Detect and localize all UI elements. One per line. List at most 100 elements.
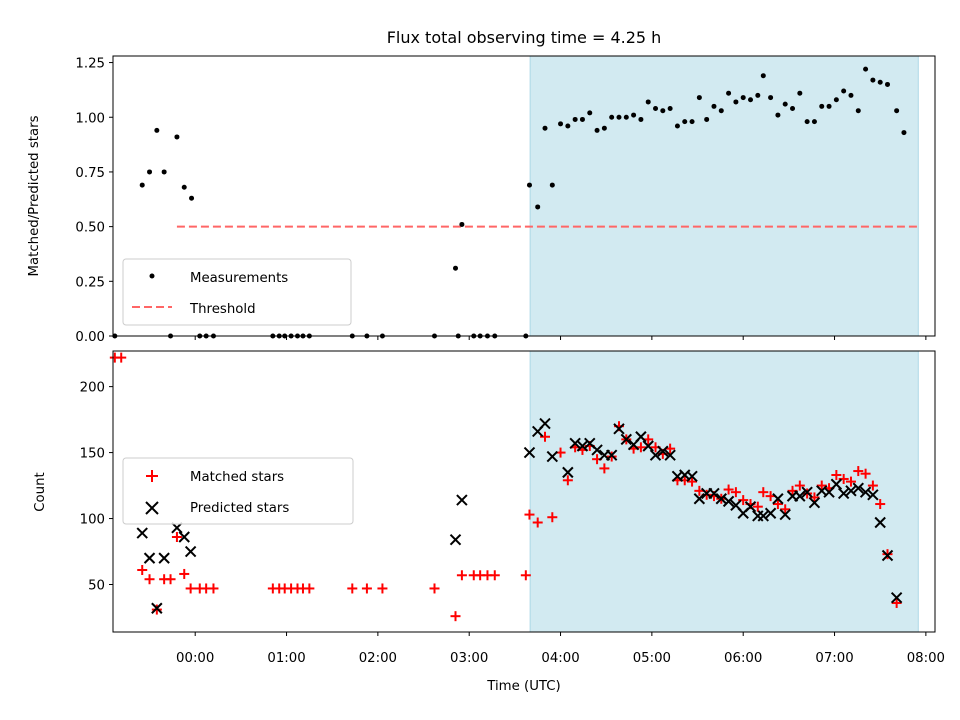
measurement-point bbox=[526, 182, 532, 188]
predicted-star-point bbox=[605, 449, 618, 461]
matched-star-point bbox=[450, 611, 461, 622]
x-tick-label: 07:00 bbox=[815, 651, 853, 666]
matched-star-point bbox=[860, 468, 871, 479]
measurement-point bbox=[790, 106, 796, 111]
measurement-point bbox=[645, 99, 651, 105]
bottom-y-tick-label: 150 bbox=[80, 447, 105, 462]
measurement-point bbox=[804, 119, 810, 125]
matched-star-point bbox=[752, 501, 763, 512]
matched-star-point bbox=[377, 583, 388, 594]
bottom-y-axis-label: Count bbox=[33, 472, 48, 512]
measurement-point bbox=[616, 114, 622, 120]
measurement-point bbox=[147, 169, 153, 175]
measurement-point bbox=[459, 221, 465, 227]
predicted-star-point bbox=[867, 489, 879, 501]
predicted-star-point bbox=[576, 440, 589, 452]
bottom-panel: 50 100 150 200 00:00 01:00 02:00 03:00 04:00 05:… bbox=[33, 350, 945, 694]
measurement-point bbox=[885, 81, 891, 87]
predicted-star-point bbox=[764, 507, 777, 519]
predicted-star-point bbox=[693, 493, 706, 505]
measurement-point bbox=[748, 97, 754, 103]
legend-predicted-label: Predicted stars bbox=[190, 501, 289, 516]
predicted-star-point bbox=[184, 545, 197, 558]
matched-star-point bbox=[599, 463, 610, 474]
predicted-star-point bbox=[830, 478, 843, 490]
predicted-star-point bbox=[837, 487, 850, 500]
measurement-point bbox=[653, 106, 659, 111]
measurement-point bbox=[660, 108, 666, 114]
x-tick-label: 06:00 bbox=[724, 651, 762, 666]
measurement-point bbox=[139, 182, 145, 188]
measurement-point bbox=[775, 112, 781, 118]
predicted-star-point bbox=[178, 531, 190, 543]
measurement-point bbox=[189, 195, 195, 201]
predicted-star-point bbox=[890, 591, 903, 604]
matched-star-point bbox=[208, 583, 219, 594]
measurement-point bbox=[768, 95, 774, 101]
measurement-point bbox=[811, 119, 817, 125]
top-y-tick-label: 0.25 bbox=[75, 275, 105, 290]
top-y-tick-label: 0.75 bbox=[75, 166, 105, 181]
measurement-point bbox=[704, 116, 710, 122]
measurement-point bbox=[901, 130, 907, 136]
measurement-point bbox=[638, 116, 644, 122]
bottom-legend: Matched stars Predicted stars bbox=[122, 457, 354, 525]
matched-star-point bbox=[831, 470, 842, 481]
measurement-point bbox=[579, 116, 585, 122]
matched-star-point bbox=[532, 517, 543, 528]
measurement-point bbox=[740, 95, 746, 101]
matched-star-point bbox=[179, 568, 190, 579]
measurement-point bbox=[782, 101, 788, 107]
matched-star-point bbox=[171, 532, 182, 543]
predicted-star-point bbox=[744, 500, 757, 513]
matched-star-point bbox=[165, 574, 176, 585]
matched-star-point bbox=[780, 504, 791, 515]
measurement-point bbox=[689, 119, 695, 125]
predicted-star-point bbox=[539, 417, 551, 430]
predicted-star-point bbox=[562, 466, 574, 479]
predicted-star-point bbox=[546, 450, 559, 463]
predicted-star-point bbox=[772, 493, 784, 505]
measurement-point bbox=[535, 204, 541, 210]
legend-matched-marker bbox=[146, 470, 158, 482]
measurement-point bbox=[797, 90, 803, 96]
predicted-star-point bbox=[143, 552, 156, 564]
predicted-star-point bbox=[591, 444, 603, 456]
measurement-point bbox=[755, 92, 761, 98]
top-axes-frame bbox=[112, 55, 936, 337]
predicted-star-point bbox=[845, 485, 857, 497]
matched-star-point bbox=[758, 487, 769, 498]
predicted-star-point bbox=[722, 495, 735, 508]
measurement-point bbox=[601, 125, 607, 131]
matched-star-point bbox=[687, 476, 698, 487]
bottom-axes-frame bbox=[112, 350, 936, 633]
matched-star-point bbox=[794, 480, 805, 491]
matched-star-point bbox=[185, 583, 196, 594]
measurement-point bbox=[667, 106, 673, 111]
x-tick-label: 03:00 bbox=[450, 651, 488, 666]
measurement-point bbox=[696, 95, 702, 101]
predicted-star-point bbox=[613, 423, 625, 435]
matched-star-point bbox=[489, 570, 500, 581]
predicted-star-point bbox=[859, 486, 872, 498]
predicted-star-point bbox=[151, 602, 163, 614]
predicted-star-point bbox=[881, 549, 894, 562]
matched-star-point bbox=[816, 480, 827, 491]
matched-star-point bbox=[304, 583, 315, 594]
predicted-star-point bbox=[808, 497, 821, 509]
x-tick-label: 08:00 bbox=[907, 651, 945, 666]
matched-star-point bbox=[547, 512, 558, 523]
matched-star-point bbox=[875, 499, 886, 510]
matched-star-point bbox=[520, 570, 531, 581]
top-y-axis-label: Matched/Predicted stars bbox=[27, 115, 42, 276]
top-y-tick-label: 1.00 bbox=[75, 111, 105, 126]
measurement-point bbox=[181, 184, 187, 190]
measurement-point bbox=[841, 88, 847, 94]
measurement-point bbox=[760, 73, 766, 79]
matched-star-point bbox=[853, 466, 864, 477]
x-tick-label: 05:00 bbox=[633, 651, 671, 666]
predicted-star-point bbox=[642, 440, 654, 452]
measurement-point bbox=[587, 110, 593, 116]
top-y-tick-label: 0.00 bbox=[75, 330, 105, 345]
